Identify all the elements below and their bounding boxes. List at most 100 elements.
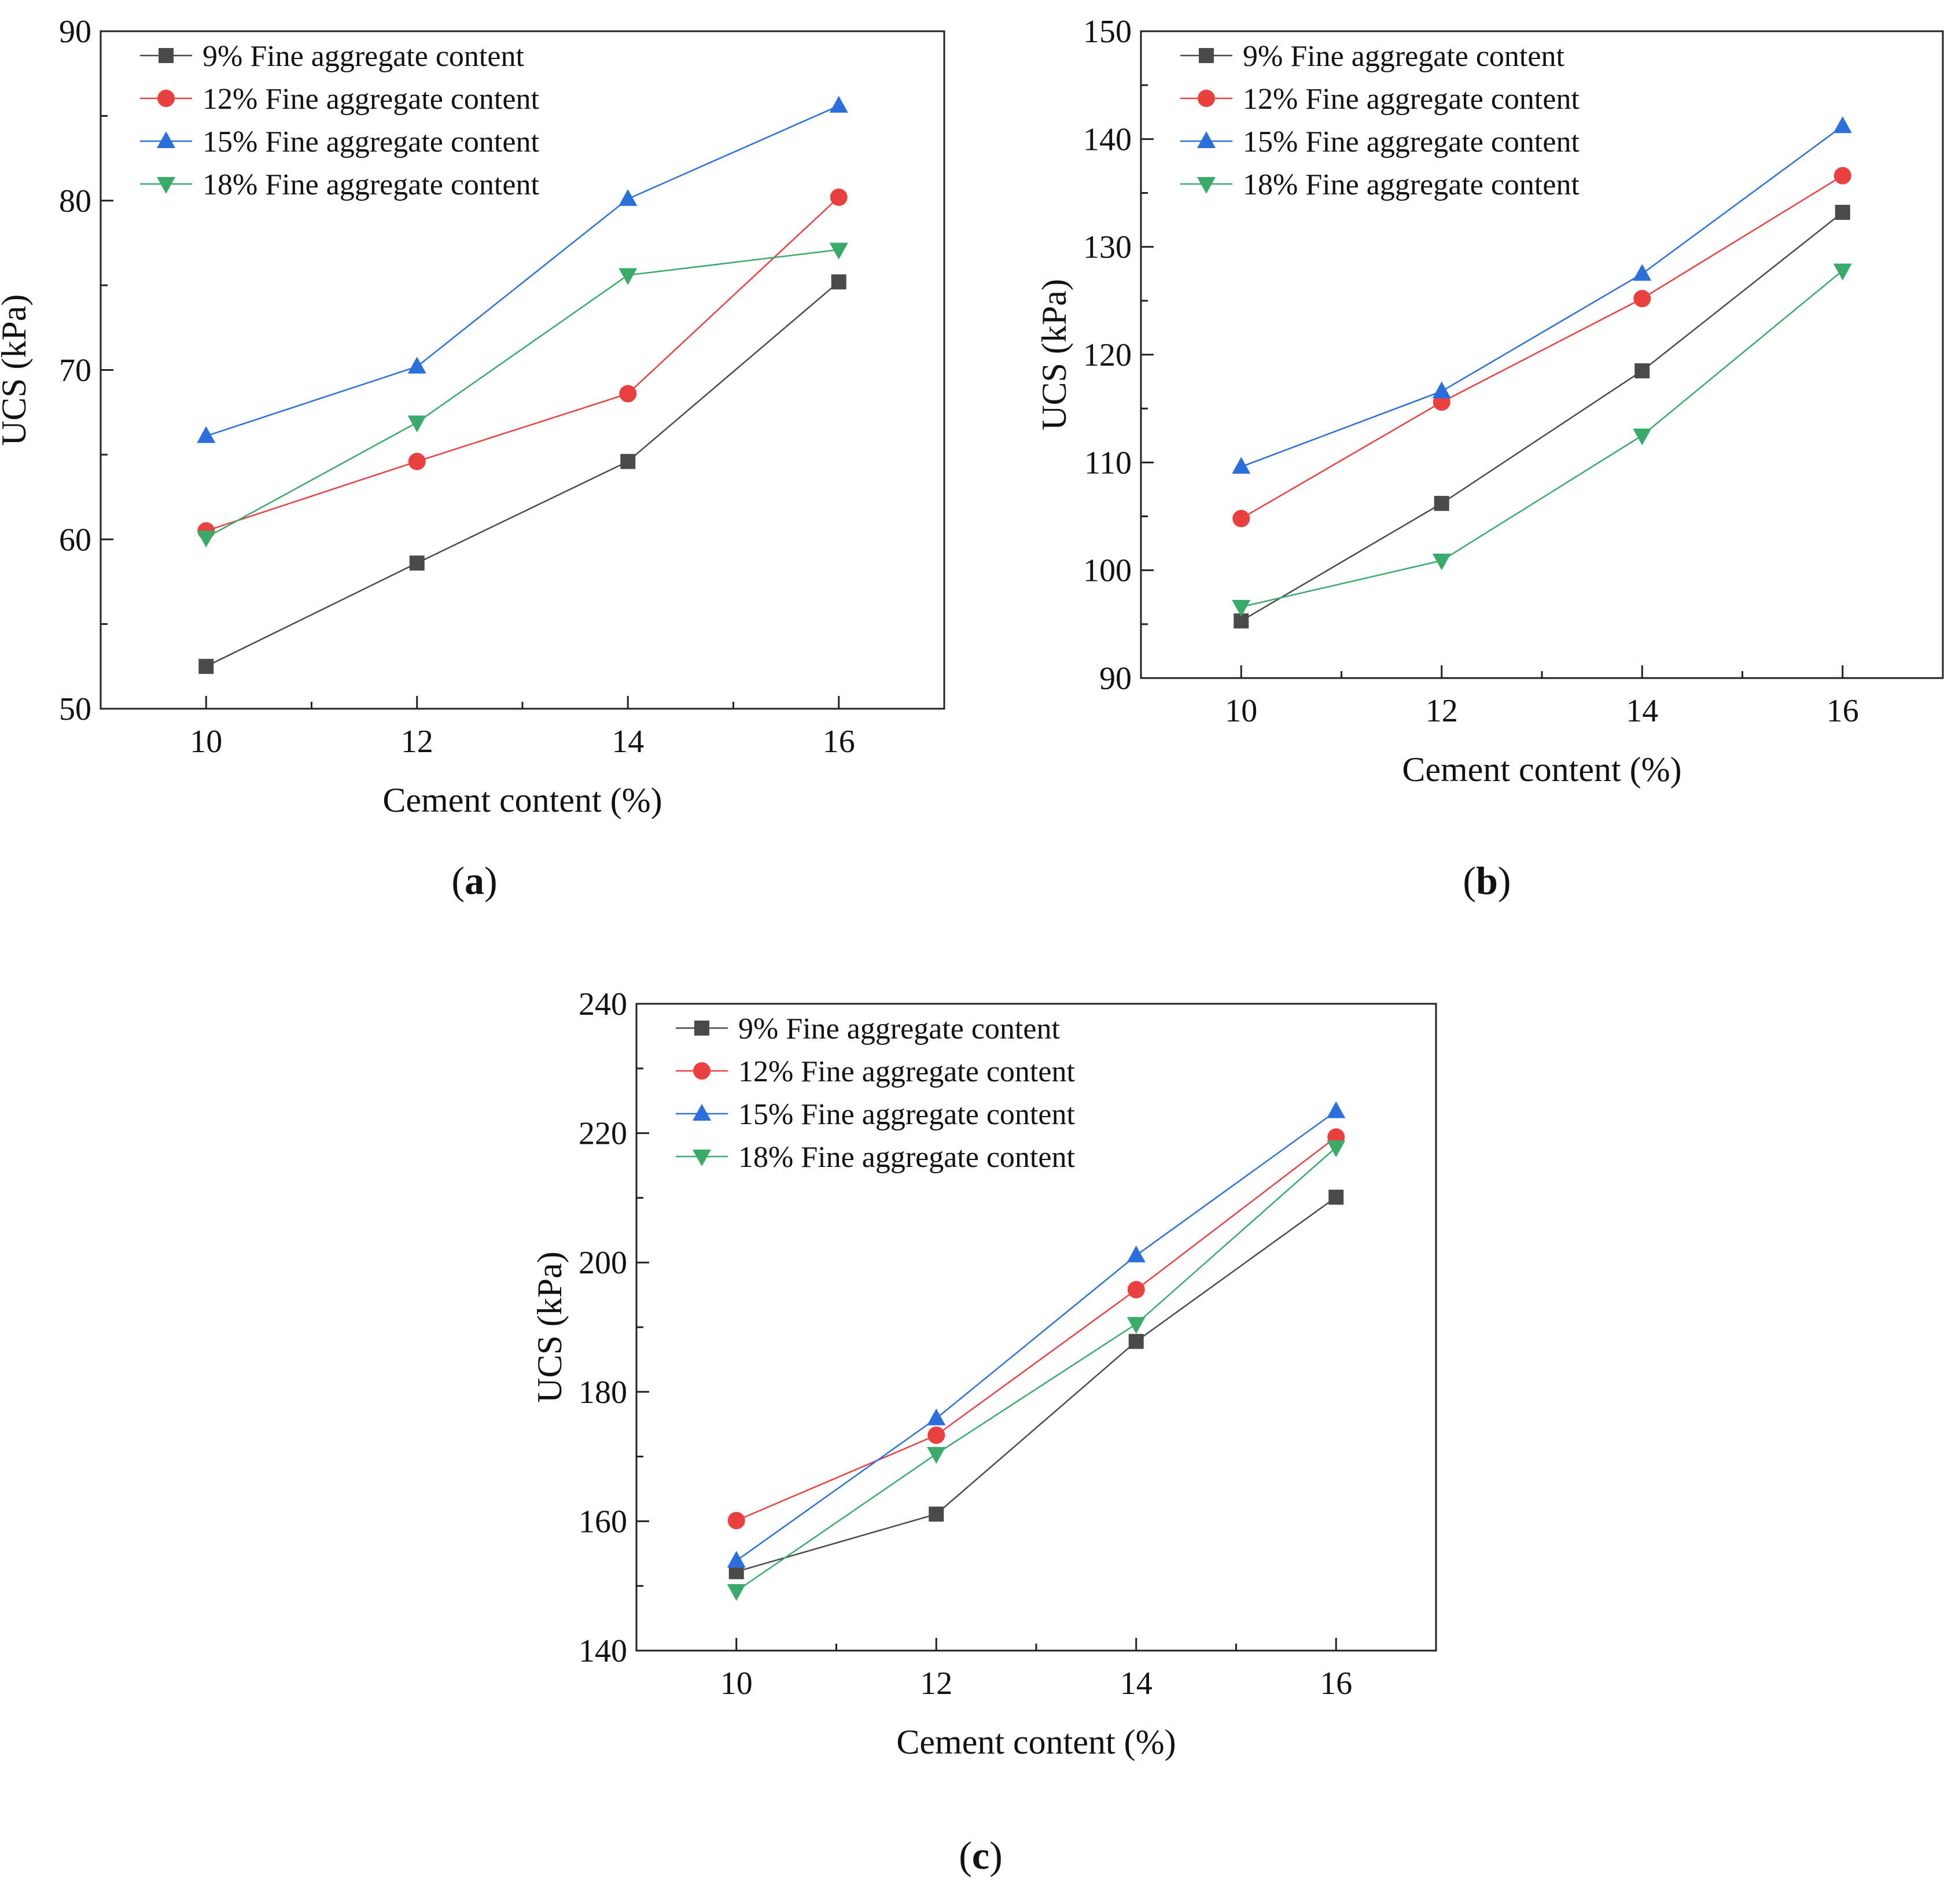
y-tick-label: 240	[579, 986, 627, 1022]
y-tick-label: 50	[59, 691, 91, 727]
y-tick-label: 200	[579, 1245, 627, 1281]
series-line-3	[736, 1147, 1337, 1592]
data-point-1-1	[408, 452, 426, 470]
legend-label-3: 18% Fine aggregate content	[203, 168, 539, 201]
data-point-0-3	[831, 274, 846, 290]
data-point-3-3	[829, 242, 848, 260]
legend-label-2: 15% Fine aggregate content	[738, 1098, 1075, 1131]
data-point-3-legend	[157, 177, 175, 194]
data-point-3-1	[407, 415, 426, 433]
x-tick-label: 12	[1426, 693, 1458, 729]
data-point-2-2	[618, 189, 638, 206]
data-point-1-legend	[1198, 90, 1215, 107]
series-line-3	[1240, 270, 1843, 608]
data-point-0-1	[1434, 496, 1449, 511]
data-point-0-legend	[694, 1021, 709, 1036]
data-point-1-0	[727, 1512, 745, 1530]
data-point-1-3	[1833, 167, 1851, 185]
y-axis-title: UCS (kPa)	[0, 294, 33, 446]
data-point-0-2	[620, 454, 636, 469]
y-tick-label: 100	[1083, 553, 1132, 589]
data-point-3-1	[1432, 553, 1451, 570]
y-tick-label: 180	[579, 1375, 627, 1410]
data-point-0-0	[198, 658, 214, 674]
data-point-2-2	[1126, 1245, 1146, 1262]
panel-caption-b: (b)	[1463, 859, 1511, 903]
data-point-2-3	[1833, 116, 1852, 133]
y-tick-label: 90	[59, 14, 91, 50]
data-point-2-1	[927, 1408, 946, 1426]
legend-label-3: 18% Fine aggregate content	[738, 1141, 1075, 1174]
data-point-2-3	[829, 95, 848, 113]
data-point-1-2	[619, 385, 637, 403]
x-tick-label: 12	[401, 724, 433, 760]
legend-label-3: 18% Fine aggregate content	[1243, 168, 1580, 201]
data-point-0-1	[929, 1507, 944, 1522]
y-axis-title: UCS (kPa)	[1035, 279, 1073, 430]
series-line-1	[736, 1136, 1337, 1522]
series-line-1	[205, 196, 840, 532]
x-tick-label: 10	[720, 1666, 753, 1702]
y-tick-label: 60	[59, 522, 91, 558]
data-point-3-1	[927, 1447, 946, 1464]
data-point-1-2	[1633, 290, 1651, 308]
series-line-1	[1240, 175, 1843, 520]
x-tick-label: 10	[1225, 693, 1257, 729]
legend-label-0: 9% Fine aggregate content	[203, 40, 524, 73]
legend-label-2: 15% Fine aggregate content	[203, 126, 539, 159]
data-point-3-0	[1232, 600, 1251, 617]
data-point-1-legend	[693, 1062, 710, 1080]
x-tick-label: 16	[1320, 1666, 1352, 1702]
data-point-1-legend	[157, 90, 175, 107]
data-point-0-2	[1634, 363, 1650, 378]
x-tick-label: 16	[823, 724, 855, 760]
data-point-2-0	[727, 1551, 746, 1568]
data-point-1-3	[830, 188, 848, 206]
data-point-2-1	[407, 356, 426, 374]
data-point-0-3	[1328, 1189, 1344, 1205]
series-line-2	[205, 105, 840, 437]
y-tick-label: 80	[59, 183, 91, 219]
data-point-3-2	[1126, 1317, 1146, 1334]
data-point-2-3	[1327, 1101, 1346, 1118]
y-tick-label: 130	[1083, 230, 1132, 266]
legend-label-1: 12% Fine aggregate content	[738, 1055, 1075, 1088]
legend-label-0: 9% Fine aggregate content	[738, 1012, 1060, 1045]
y-tick-label: 90	[1099, 661, 1132, 697]
panel-caption-a: (a)	[451, 859, 497, 903]
x-tick-label: 14	[612, 724, 644, 760]
y-axis-title: UCS (kPa)	[531, 1251, 569, 1403]
data-point-2-2	[1633, 264, 1652, 281]
chart-panel-b: 10 12 14 16 90 100 110 120 130 140 150 Cement conte…	[1035, 14, 1944, 903]
series-line-2	[736, 1110, 1337, 1561]
series-line-0	[1240, 212, 1843, 622]
data-point-3-0	[197, 531, 216, 548]
data-point-3-2	[1633, 428, 1652, 445]
x-tick-label: 12	[920, 1666, 952, 1702]
x-tick-label: 14	[1626, 693, 1658, 729]
y-tick-label: 70	[59, 353, 91, 389]
x-tick-label: 16	[1827, 693, 1859, 729]
data-point-0-2	[1128, 1334, 1144, 1349]
x-axis-title: Cement content (%)	[896, 1723, 1176, 1761]
x-tick-label: 14	[1120, 1666, 1153, 1702]
x-axis-title: Cement content (%)	[1402, 750, 1681, 789]
data-point-2-legend	[1197, 131, 1216, 148]
series-line-3	[205, 249, 839, 539]
data-point-3-3	[1327, 1140, 1346, 1158]
y-tick-label: 140	[579, 1633, 627, 1669]
y-tick-label: 120	[1083, 337, 1132, 373]
data-point-2-0	[197, 426, 216, 443]
y-tick-label: 110	[1084, 445, 1132, 481]
data-point-3-legend	[1197, 177, 1216, 194]
y-tick-label: 150	[1083, 14, 1132, 50]
x-tick-label: 10	[190, 724, 222, 760]
data-point-1-0	[1232, 510, 1250, 528]
series-line-2	[1240, 125, 1843, 467]
data-point-1-1	[927, 1426, 945, 1444]
data-point-3-3	[1833, 263, 1852, 281]
series-line-0	[736, 1196, 1337, 1572]
chart-panel-c: 10 12 14 16 140 160 180 200 220 240 Cement content…	[531, 986, 1437, 1877]
data-point-0-1	[409, 555, 425, 571]
